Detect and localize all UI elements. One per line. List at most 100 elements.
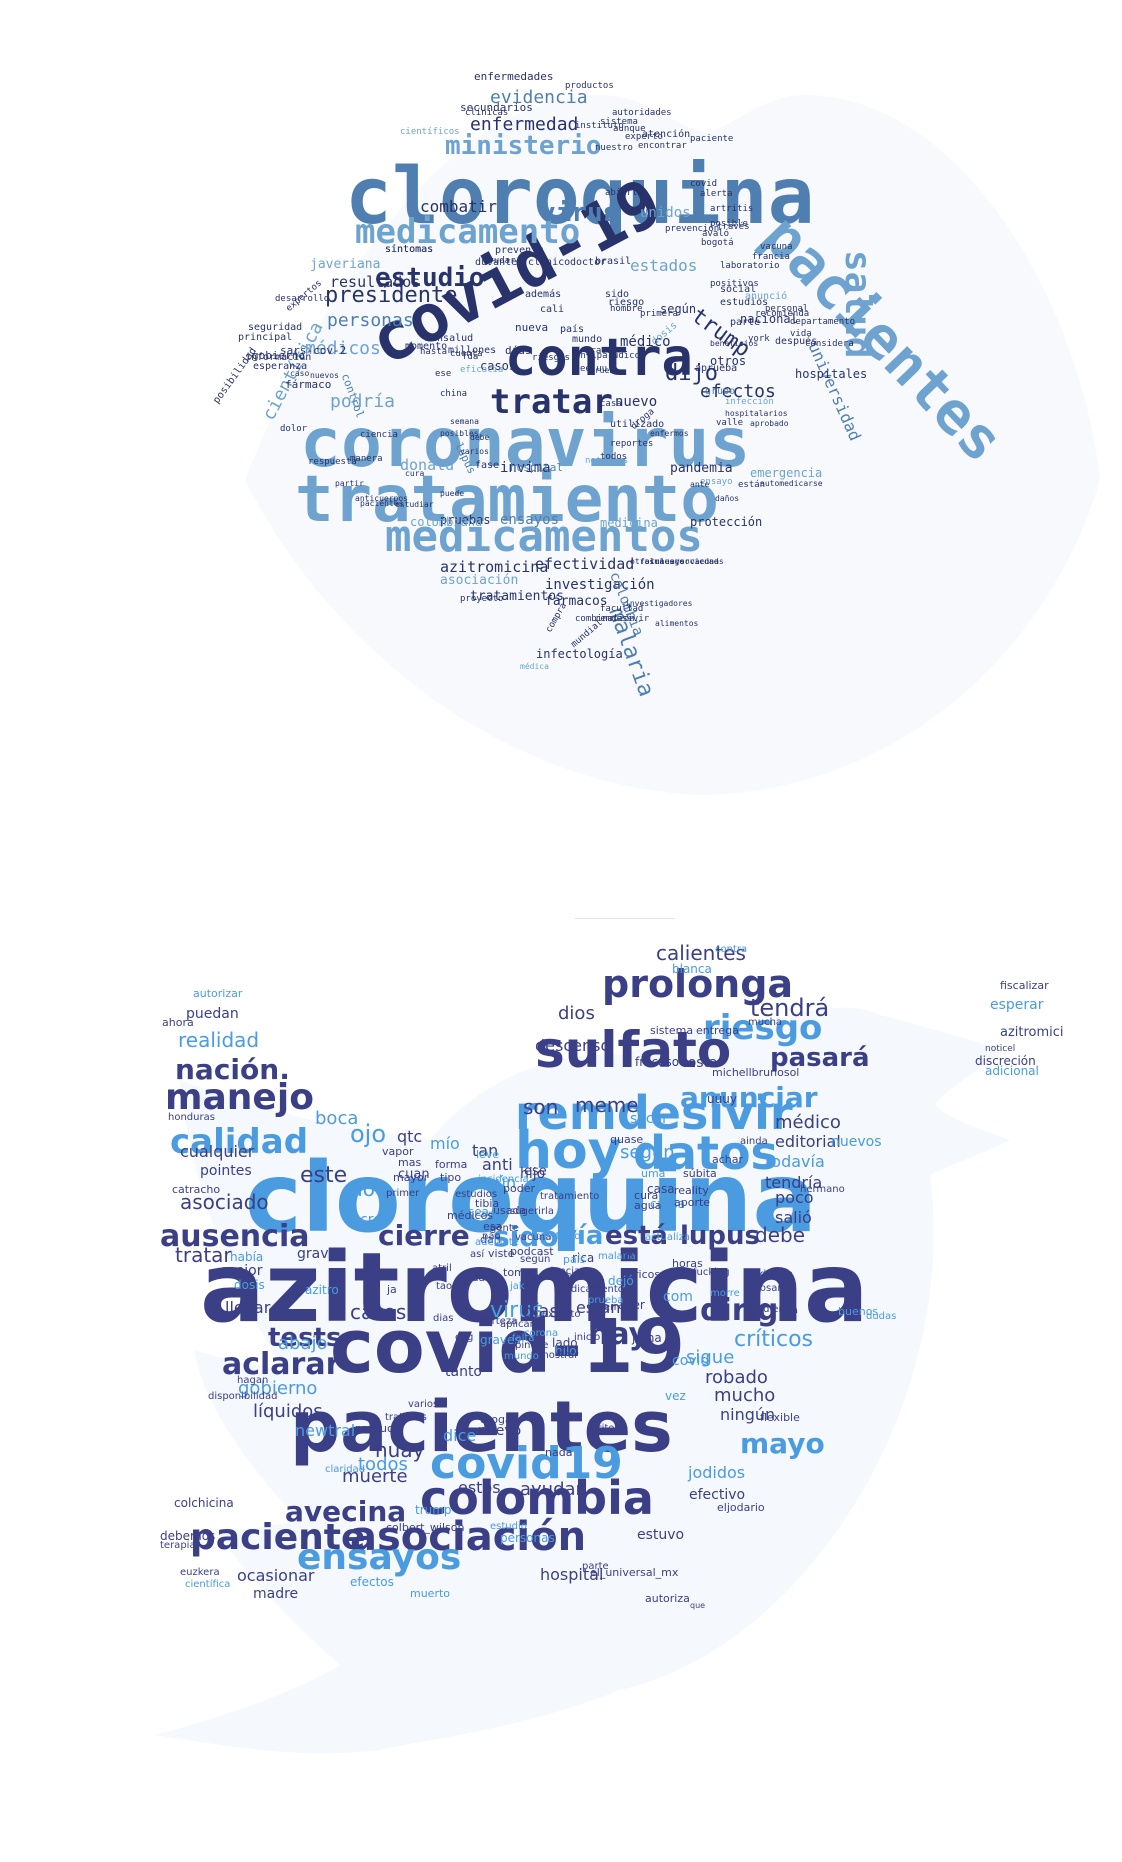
news-word: después: [775, 336, 818, 347]
news-word: ante: [690, 480, 710, 489]
tweets-word: mío: [430, 1134, 460, 1153]
tweets-word: não: [482, 1231, 501, 1242]
news-word: semana: [450, 417, 479, 426]
tweets-word: usada: [493, 1204, 527, 1217]
news-word: sars-cov-2: [280, 344, 347, 357]
tweets-word: nación.: [175, 1053, 290, 1086]
tweets-word: tratar: [175, 1243, 232, 1267]
tweets-word: calidad: [170, 1122, 309, 1162]
tweets-word: agua: [634, 1199, 662, 1212]
tweets-word: criterio: [592, 1423, 628, 1434]
tweets-word: didier: [754, 1304, 783, 1315]
tweets-word: tendría: [765, 1173, 823, 1192]
news-word: fda: [462, 352, 479, 362]
tweets-word: tipo: [440, 1171, 462, 1184]
tweets-word: dudas: [866, 1311, 897, 1322]
tweets-word: cierre: [378, 1219, 470, 1252]
news-word: china: [440, 389, 468, 399]
tweets-word: críticos: [734, 1327, 814, 1352]
tweets-word: asociado: [180, 1190, 269, 1214]
news-word: unidos: [640, 205, 691, 221]
tweets-word: científica: [185, 1579, 231, 1590]
news-word: reportes: [610, 439, 654, 449]
tweets-word: ahora: [162, 1016, 194, 1029]
news-word: médica: [520, 662, 549, 671]
tweets-word: newtral: [295, 1421, 356, 1440]
tweets-word: poder: [503, 1182, 535, 1195]
tweets-word: mejor: [222, 1263, 263, 1279]
news-word: primera: [640, 309, 678, 319]
tweets-word: riesgo: [703, 1008, 823, 1048]
news-word: personal: [765, 304, 809, 314]
tweets-word: manejo: [165, 1077, 314, 1118]
news-word: días: [505, 344, 532, 357]
tweets-word: flexible: [760, 1411, 800, 1424]
news-word: dijo: [665, 361, 718, 386]
news-word: considera: [805, 339, 854, 349]
news-word: mundo: [572, 334, 603, 345]
news-word: asociación: [440, 573, 519, 588]
tweets-word: colchicina: [174, 1496, 234, 1510]
tweets-word: viste: [488, 1247, 515, 1260]
tweets-word: ese: [524, 1164, 547, 1179]
tweets-word: blanca: [672, 962, 712, 976]
news-word: clínico: [528, 257, 571, 268]
tweets-word: realidad: [178, 1028, 260, 1052]
news-word: vida: [790, 329, 812, 339]
news-word: esperanza: [253, 361, 308, 372]
news-word: enfermedad: [470, 114, 579, 135]
news-word: medicina: [600, 516, 658, 530]
tweets-word: médicos: [447, 1209, 494, 1222]
tweets-word: todavía: [765, 1152, 825, 1171]
tweets-word: atril: [432, 1263, 452, 1274]
news-word: fármaco: [285, 378, 332, 391]
news-word: posibles: [440, 429, 479, 438]
news-word: efectos: [700, 381, 776, 402]
news-word: nuestro: [595, 143, 633, 153]
news-word: atención: [642, 129, 691, 140]
news-word: ciencia: [360, 430, 398, 440]
tweets-word: noticel: [985, 1044, 1016, 1054]
news-word: productos: [565, 81, 614, 91]
tweets-word: está: [605, 1221, 669, 1251]
news-word: nuevos: [310, 371, 339, 380]
tweets-word: evidencia: [745, 1269, 794, 1280]
tweets-word: pinche: [515, 1340, 549, 1351]
news-word: estudiar: [395, 500, 434, 509]
news-word: clínicas: [465, 108, 509, 118]
news-word: eficacia: [460, 365, 504, 375]
news-word: país: [560, 324, 585, 335]
tweets-word: colbert_wilson: [386, 1521, 465, 1534]
tweets-word: claridad: [325, 1464, 366, 1475]
news-word: otras: [630, 557, 655, 566]
news-word: principal: [238, 332, 293, 343]
tweets-word: científico: [535, 1231, 581, 1242]
tweets-word: doc: [350, 1177, 386, 1201]
tweets-word: fiscalizar: [1000, 979, 1049, 992]
tweets-word: cree: [360, 1212, 391, 1228]
tweets-word: fracaso: [635, 1055, 680, 1069]
news-word: riesgo: [608, 297, 645, 308]
news-word: dolor: [280, 424, 308, 434]
news-word: prevención: [665, 224, 720, 234]
news-word: científicos: [400, 127, 460, 137]
tweets-word: mayor: [393, 1171, 429, 1184]
tweets-word: salió: [775, 1208, 812, 1227]
tweets-word: presidente: [530, 1272, 584, 1283]
tweets-word: malaria: [598, 1251, 636, 1262]
tweets-word: son: [523, 1095, 559, 1119]
news-word: social: [720, 284, 757, 295]
news-word: efectividad: [535, 555, 635, 573]
tweets-word: ningún: [720, 1405, 776, 1424]
news-word: avaló: [702, 229, 730, 239]
tweets-word: gente: [490, 1223, 519, 1234]
tweets-word: nuevo: [478, 1423, 522, 1439]
news-word: recomienda: [755, 309, 810, 319]
news-word: secundarios: [460, 101, 533, 114]
tweets-word: ocasionar: [237, 1566, 315, 1585]
tweets-word: autoriza: [645, 1592, 690, 1605]
tweets-word: el_universal_mx: [590, 1566, 679, 1579]
tweets-word: ayer: [618, 1298, 645, 1312]
tweets-word: costa: [680, 1055, 718, 1071]
news-word: posible: [710, 219, 748, 229]
